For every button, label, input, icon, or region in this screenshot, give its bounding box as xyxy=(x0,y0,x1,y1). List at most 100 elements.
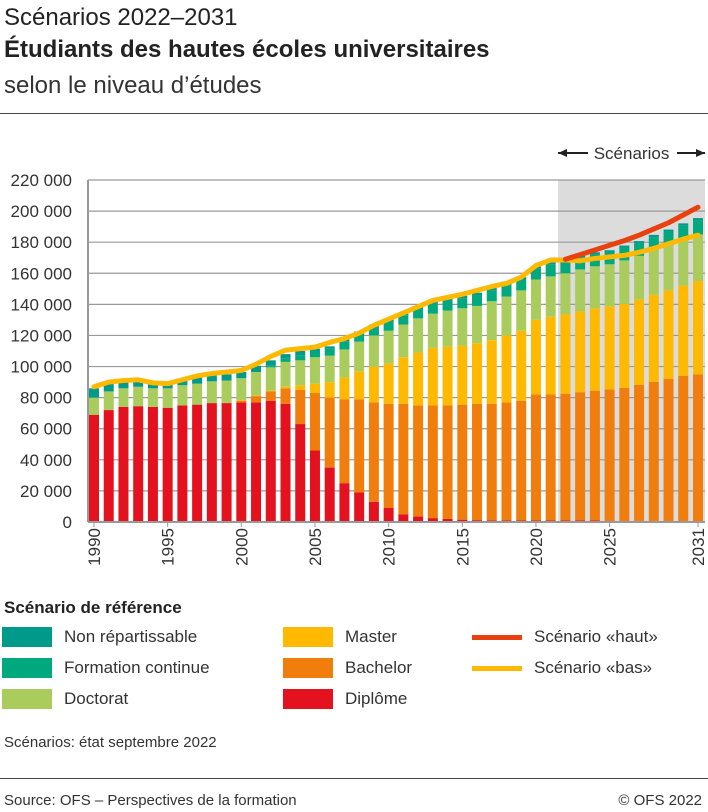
x-tick-label: 2005 xyxy=(306,528,325,566)
bar-segment xyxy=(501,402,512,521)
legend-item: Non répartissable xyxy=(2,627,197,647)
copyright: © OFS 2022 xyxy=(618,792,702,809)
scenario-bas-line xyxy=(91,232,701,390)
bar-segment xyxy=(309,450,320,522)
bar-segment xyxy=(472,343,483,404)
bar-segment xyxy=(678,285,689,376)
bar-segment xyxy=(309,383,320,393)
x-tick-label: 2020 xyxy=(527,528,546,566)
bar-segment xyxy=(486,301,497,341)
bar-segment xyxy=(472,292,483,296)
bar-segment xyxy=(383,403,394,509)
bar-segment xyxy=(442,405,453,519)
bar-segment xyxy=(368,335,379,367)
bar-segment xyxy=(103,410,114,522)
bar-segment xyxy=(265,400,276,522)
bar-segment xyxy=(354,492,365,522)
bar-segment xyxy=(589,266,600,309)
bar-segment xyxy=(295,389,306,425)
bar-segment xyxy=(251,371,262,396)
bar-segment xyxy=(295,385,306,390)
stacked-bar-chart: Scénarios 0 20 000 40 000 60 000 80 000 100 00… xyxy=(11,144,708,566)
bar-segment xyxy=(236,378,247,400)
bar-segment xyxy=(368,501,379,522)
bar-segment xyxy=(206,381,217,404)
bar-segment xyxy=(530,319,541,395)
bar-segment xyxy=(280,388,291,404)
bar-segment xyxy=(663,231,674,246)
bar-segment xyxy=(501,296,512,336)
bar-segment xyxy=(427,313,438,348)
bar-segment xyxy=(589,390,600,521)
bar-segment xyxy=(427,518,438,522)
bar-segment xyxy=(118,406,129,522)
bar-segment xyxy=(516,400,527,521)
legend-item: Master xyxy=(283,627,397,647)
bar-segment xyxy=(147,406,158,522)
bar-segment xyxy=(486,288,497,291)
bar-segment xyxy=(133,406,144,522)
bar-segment xyxy=(236,400,247,403)
bar-segment xyxy=(693,374,703,522)
chart-subtitle-2: selon le niveau d’études xyxy=(4,72,262,99)
legend-item: Diplôme xyxy=(283,689,407,709)
bar-segment xyxy=(192,377,203,384)
bar-segment xyxy=(295,355,306,361)
bar-segment xyxy=(280,361,291,387)
bar-segment xyxy=(501,335,512,403)
bar-segment xyxy=(472,295,483,306)
bar-segment xyxy=(413,352,424,406)
bar-segment xyxy=(413,516,424,522)
bar-segment xyxy=(324,467,335,522)
bar-segment xyxy=(604,250,615,253)
bar-segment xyxy=(309,348,320,351)
scenario-note: Scénarios: état septembre 2022 xyxy=(4,734,217,751)
bar-segment xyxy=(324,346,335,349)
legend-item: Scénario «haut» xyxy=(472,627,658,647)
bar-segment xyxy=(457,295,468,299)
y-tick-label: 200 000 xyxy=(11,202,72,221)
bar-segment xyxy=(678,225,689,239)
y-tick-label: 80 000 xyxy=(20,389,72,408)
arrow-left-icon xyxy=(558,149,568,157)
bar-segment xyxy=(648,237,659,250)
bar-segment xyxy=(398,514,409,522)
bar-segment xyxy=(280,386,291,389)
bar-segment xyxy=(545,394,556,521)
bar-segment xyxy=(206,403,217,522)
bar-segment xyxy=(457,308,468,346)
bar-segment xyxy=(162,407,173,522)
bar-segment xyxy=(619,387,630,521)
x-tick-label: 2015 xyxy=(453,528,472,566)
bar-segment xyxy=(192,404,203,522)
bar-segment xyxy=(545,276,556,317)
legend-item: Doctorat xyxy=(2,689,128,709)
bar-segment xyxy=(530,268,541,280)
bar-segment xyxy=(309,351,320,358)
bar-segment xyxy=(457,345,468,405)
bar-segment xyxy=(575,392,586,521)
bar-segment xyxy=(693,218,703,221)
bar-segment xyxy=(192,383,203,405)
bar-segment xyxy=(442,300,453,311)
bar-segment xyxy=(398,315,409,325)
bar-segment xyxy=(457,404,468,520)
bar-segment xyxy=(604,389,615,521)
bar-segment xyxy=(413,318,424,353)
bar-segment xyxy=(472,305,483,344)
bar-segment xyxy=(206,375,217,382)
bar-segment xyxy=(472,403,483,521)
bar-segment xyxy=(545,264,556,277)
x-tick-label: 2010 xyxy=(380,528,399,566)
bar-segment xyxy=(648,294,659,382)
x-tick-label: 1990 xyxy=(85,528,104,566)
bar-segment xyxy=(634,299,645,385)
bar-segment xyxy=(236,371,247,379)
bar-segment xyxy=(383,321,394,331)
bar-segment xyxy=(545,316,556,395)
bar-segment xyxy=(133,379,144,387)
bar-segment xyxy=(265,365,276,368)
bar-segment xyxy=(339,399,350,484)
bar-segment xyxy=(560,393,571,521)
bar-segment xyxy=(133,386,144,407)
